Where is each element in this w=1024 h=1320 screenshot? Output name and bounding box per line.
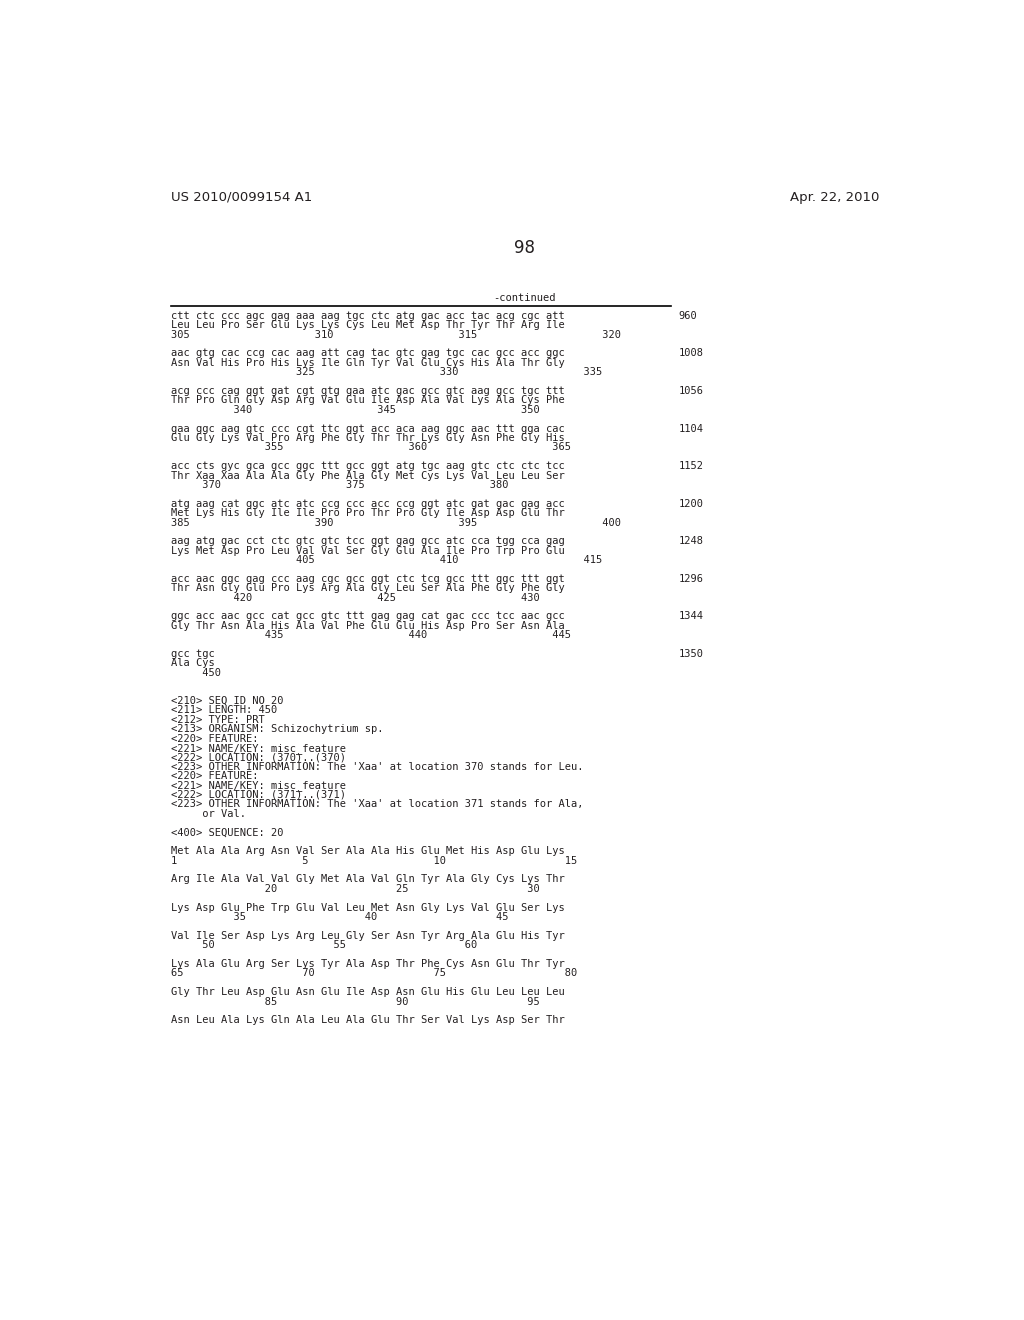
Text: gcc tgc: gcc tgc [171,649,214,659]
Text: <223> OTHER INFORMATION: The 'Xaa' at location 370 stands for Leu.: <223> OTHER INFORMATION: The 'Xaa' at lo… [171,762,583,772]
Text: Lys Met Asp Pro Leu Val Val Ser Gly Glu Ala Ile Pro Trp Pro Glu: Lys Met Asp Pro Leu Val Val Ser Gly Glu … [171,545,564,556]
Text: aag atg gac cct ctc gtc gtc tcc ggt gag gcc atc cca tgg cca gag: aag atg gac cct ctc gtc gtc tcc ggt gag … [171,536,564,546]
Text: Gly Thr Leu Asp Glu Asn Glu Ile Asp Asn Glu His Glu Leu Leu Leu: Gly Thr Leu Asp Glu Asn Glu Ile Asp Asn … [171,987,564,997]
Text: Asn Val His Pro His Lys Ile Gln Tyr Val Glu Cys His Ala Thr Gly: Asn Val His Pro His Lys Ile Gln Tyr Val … [171,358,564,368]
Text: 65                   70                   75                   80: 65 70 75 80 [171,969,577,978]
Text: Asn Leu Ala Lys Gln Ala Leu Ala Glu Thr Ser Val Lys Asp Ser Thr: Asn Leu Ala Lys Gln Ala Leu Ala Glu Thr … [171,1015,564,1026]
Text: 1008: 1008 [678,348,703,359]
Text: 405                    410                    415: 405 410 415 [171,556,602,565]
Text: Thr Pro Gln Gly Asp Arg Val Glu Ile Asp Ala Val Lys Ala Cys Phe: Thr Pro Gln Gly Asp Arg Val Glu Ile Asp … [171,396,564,405]
Text: 450: 450 [171,668,220,678]
Text: 1056: 1056 [678,385,703,396]
Text: <222> LOCATION: (371)..(371): <222> LOCATION: (371)..(371) [171,789,346,800]
Text: 1                    5                    10                   15: 1 5 10 15 [171,855,577,866]
Text: Met Lys His Gly Ile Ile Pro Pro Thr Pro Gly Ile Asp Asp Glu Thr: Met Lys His Gly Ile Ile Pro Pro Thr Pro … [171,508,564,519]
Text: 98: 98 [514,239,536,257]
Text: <211> LENGTH: 450: <211> LENGTH: 450 [171,705,276,715]
Text: 385                    390                    395                    400: 385 390 395 400 [171,517,621,528]
Text: Glu Gly Lys Val Pro Arg Phe Gly Thr Thr Lys Gly Asn Phe Gly His: Glu Gly Lys Val Pro Arg Phe Gly Thr Thr … [171,433,564,444]
Text: 20                   25                   30: 20 25 30 [171,884,540,894]
Text: <212> TYPE: PRT: <212> TYPE: PRT [171,715,264,725]
Text: Apr. 22, 2010: Apr. 22, 2010 [790,190,879,203]
Text: 35                   40                   45: 35 40 45 [171,912,508,923]
Text: Thr Xaa Xaa Ala Ala Gly Phe Ala Gly Met Cys Lys Val Leu Leu Ser: Thr Xaa Xaa Ala Ala Gly Phe Ala Gly Met … [171,470,564,480]
Text: 960: 960 [678,312,697,321]
Text: 1248: 1248 [678,536,703,546]
Text: Val Ile Ser Asp Lys Arg Leu Gly Ser Asn Tyr Arg Ala Glu His Tyr: Val Ile Ser Asp Lys Arg Leu Gly Ser Asn … [171,931,564,941]
Text: 85                   90                   95: 85 90 95 [171,997,540,1007]
Text: <221> NAME/KEY: misc_feature: <221> NAME/KEY: misc_feature [171,743,346,754]
Text: <210> SEQ ID NO 20: <210> SEQ ID NO 20 [171,696,283,706]
Text: Lys Ala Glu Arg Ser Lys Tyr Ala Asp Thr Phe Cys Asn Glu Thr Tyr: Lys Ala Glu Arg Ser Lys Tyr Ala Asp Thr … [171,960,564,969]
Text: 325                    330                    335: 325 330 335 [171,367,602,378]
Text: <222> LOCATION: (370)..(370): <222> LOCATION: (370)..(370) [171,752,346,763]
Text: 1296: 1296 [678,574,703,583]
Text: 305                    310                    315                    320: 305 310 315 320 [171,330,621,339]
Text: Ala Cys: Ala Cys [171,659,214,668]
Text: atg aag cat ggc atc atc ccg ccc acc ccg ggt atc gat gac gag acc: atg aag cat ggc atc atc ccg ccc acc ccg … [171,499,564,508]
Text: 355                    360                    365: 355 360 365 [171,442,570,453]
Text: 1344: 1344 [678,611,703,622]
Text: 370                    375                    380: 370 375 380 [171,480,508,490]
Text: Gly Thr Asn Ala His Ala Val Phe Glu Glu His Asp Pro Ser Asn Ala: Gly Thr Asn Ala His Ala Val Phe Glu Glu … [171,620,564,631]
Text: <213> ORGANISM: Schizochytrium sp.: <213> ORGANISM: Schizochytrium sp. [171,725,383,734]
Text: ctt ctc ccc agc gag aaa aag tgc ctc atg gac acc tac acg cgc att: ctt ctc ccc agc gag aaa aag tgc ctc atg … [171,312,564,321]
Text: <220> FEATURE:: <220> FEATURE: [171,734,258,743]
Text: ggc acc aac gcc cat gcc gtc ttt gag gag cat gac ccc tcc aac gcc: ggc acc aac gcc cat gcc gtc ttt gag gag … [171,611,564,622]
Text: -continued: -continued [494,293,556,304]
Text: <220> FEATURE:: <220> FEATURE: [171,771,258,781]
Text: 340                    345                    350: 340 345 350 [171,405,540,414]
Text: Lys Asp Glu Phe Trp Glu Val Leu Met Asn Gly Lys Val Glu Ser Lys: Lys Asp Glu Phe Trp Glu Val Leu Met Asn … [171,903,564,912]
Text: Arg Ile Ala Val Val Gly Met Ala Val Gln Tyr Ala Gly Cys Lys Thr: Arg Ile Ala Val Val Gly Met Ala Val Gln … [171,874,564,884]
Text: acc cts gyc gca gcc ggc ttt gcc ggt atg tgc aag gtc ctc ctc tcc: acc cts gyc gca gcc ggc ttt gcc ggt atg … [171,461,564,471]
Text: <221> NAME/KEY: misc_feature: <221> NAME/KEY: misc_feature [171,780,346,792]
Text: 50                   55                   60: 50 55 60 [171,940,477,950]
Text: aac gtg cac ccg cac aag att cag tac gtc gag tgc cac gcc acc ggc: aac gtg cac ccg cac aag att cag tac gtc … [171,348,564,359]
Text: Met Ala Ala Arg Asn Val Ser Ala Ala His Glu Met His Asp Glu Lys: Met Ala Ala Arg Asn Val Ser Ala Ala His … [171,846,564,857]
Text: 1104: 1104 [678,424,703,433]
Text: 1350: 1350 [678,649,703,659]
Text: 1200: 1200 [678,499,703,508]
Text: <223> OTHER INFORMATION: The 'Xaa' at location 371 stands for Ala,: <223> OTHER INFORMATION: The 'Xaa' at lo… [171,800,583,809]
Text: US 2010/0099154 A1: US 2010/0099154 A1 [171,190,312,203]
Text: 435                    440                    445: 435 440 445 [171,630,570,640]
Text: <400> SEQUENCE: 20: <400> SEQUENCE: 20 [171,828,283,837]
Text: acg ccc cag ggt gat cgt gtg gaa atc gac gcc gtc aag gcc tgc ttt: acg ccc cag ggt gat cgt gtg gaa atc gac … [171,385,564,396]
Text: 1152: 1152 [678,461,703,471]
Text: acc aac ggc gag ccc aag cgc gcc ggt ctc tcg gcc ttt ggc ttt ggt: acc aac ggc gag ccc aag cgc gcc ggt ctc … [171,574,564,583]
Text: 420                    425                    430: 420 425 430 [171,593,540,603]
Text: gaa ggc aag gtc ccc cgt ttc ggt acc aca aag ggc aac ttt gga cac: gaa ggc aag gtc ccc cgt ttc ggt acc aca … [171,424,564,433]
Text: or Val.: or Val. [171,809,246,818]
Text: Thr Asn Gly Glu Pro Lys Arg Ala Gly Leu Ser Ala Phe Gly Phe Gly: Thr Asn Gly Glu Pro Lys Arg Ala Gly Leu … [171,583,564,593]
Text: Leu Leu Pro Ser Glu Lys Lys Cys Leu Met Asp Thr Tyr Thr Arg Ile: Leu Leu Pro Ser Glu Lys Lys Cys Leu Met … [171,321,564,330]
